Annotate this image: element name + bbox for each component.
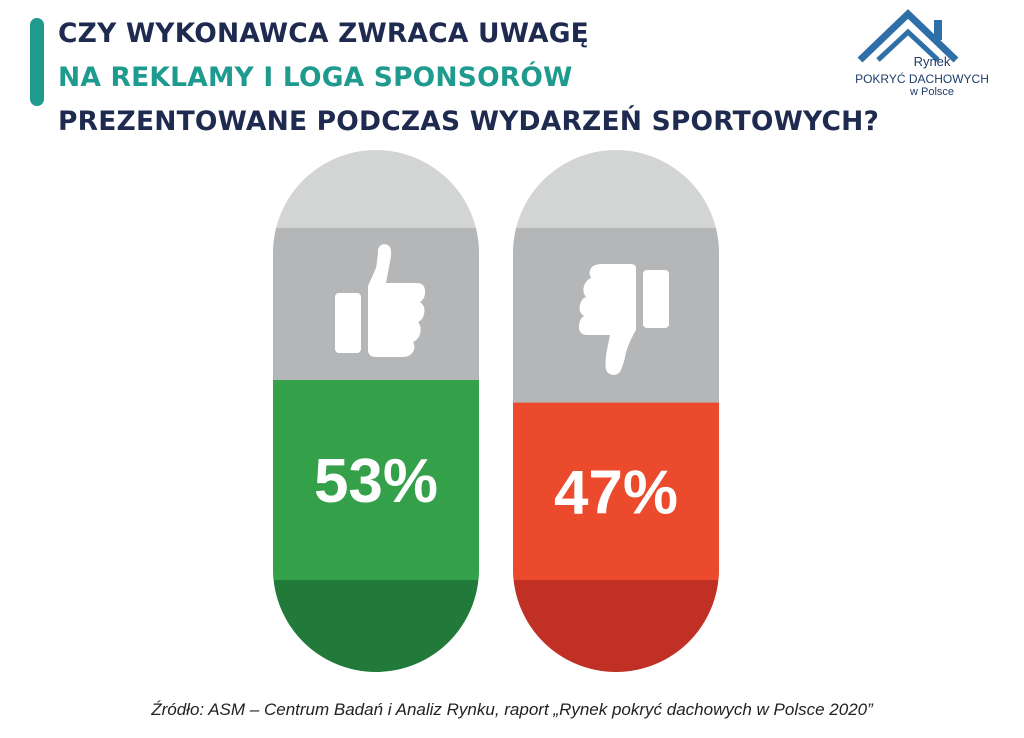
thumbs-down-icon — [578, 264, 669, 375]
house-roof-icon — [857, 9, 959, 63]
source-note: Źródło: ASM – Centrum Badań i Analiz Ryn… — [151, 700, 873, 719]
capsule-base — [273, 580, 479, 672]
capsule-no — [513, 150, 719, 672]
title-line-3: PREZENTOWANE PODCZAS WYDARZEŃ SPORTOWYCH… — [58, 106, 880, 137]
accent-bar — [30, 18, 44, 106]
capsule-top — [513, 150, 719, 228]
logo-text-2: POKRYĆ DACHOWYCH — [855, 72, 989, 86]
title-line-1: CZY WYKONAWCA ZWRACA UWAGĘ — [58, 18, 589, 49]
capsule-yes — [273, 150, 479, 672]
logo: Rynek POKRYĆ DACHOWYCH w Polsce — [842, 6, 1002, 98]
logo-text-3: w Polsce — [909, 86, 955, 98]
capsule-top — [273, 150, 479, 228]
bar-yes — [273, 380, 479, 580]
data-label-no: 47% — [554, 458, 678, 527]
logo-text-1: Rynek — [913, 54, 951, 69]
chart-title: CZY WYKONAWCA ZWRACA UWAGĘ NA REKLAMY I … — [58, 12, 879, 144]
bar-no — [513, 402, 719, 580]
title-line-2: NA REKLAMY I LOGA SPONSORÓW — [58, 62, 573, 93]
data-label-yes: 53% — [314, 447, 438, 516]
thumbs-up-icon — [335, 244, 426, 357]
capsule-base — [513, 580, 719, 672]
